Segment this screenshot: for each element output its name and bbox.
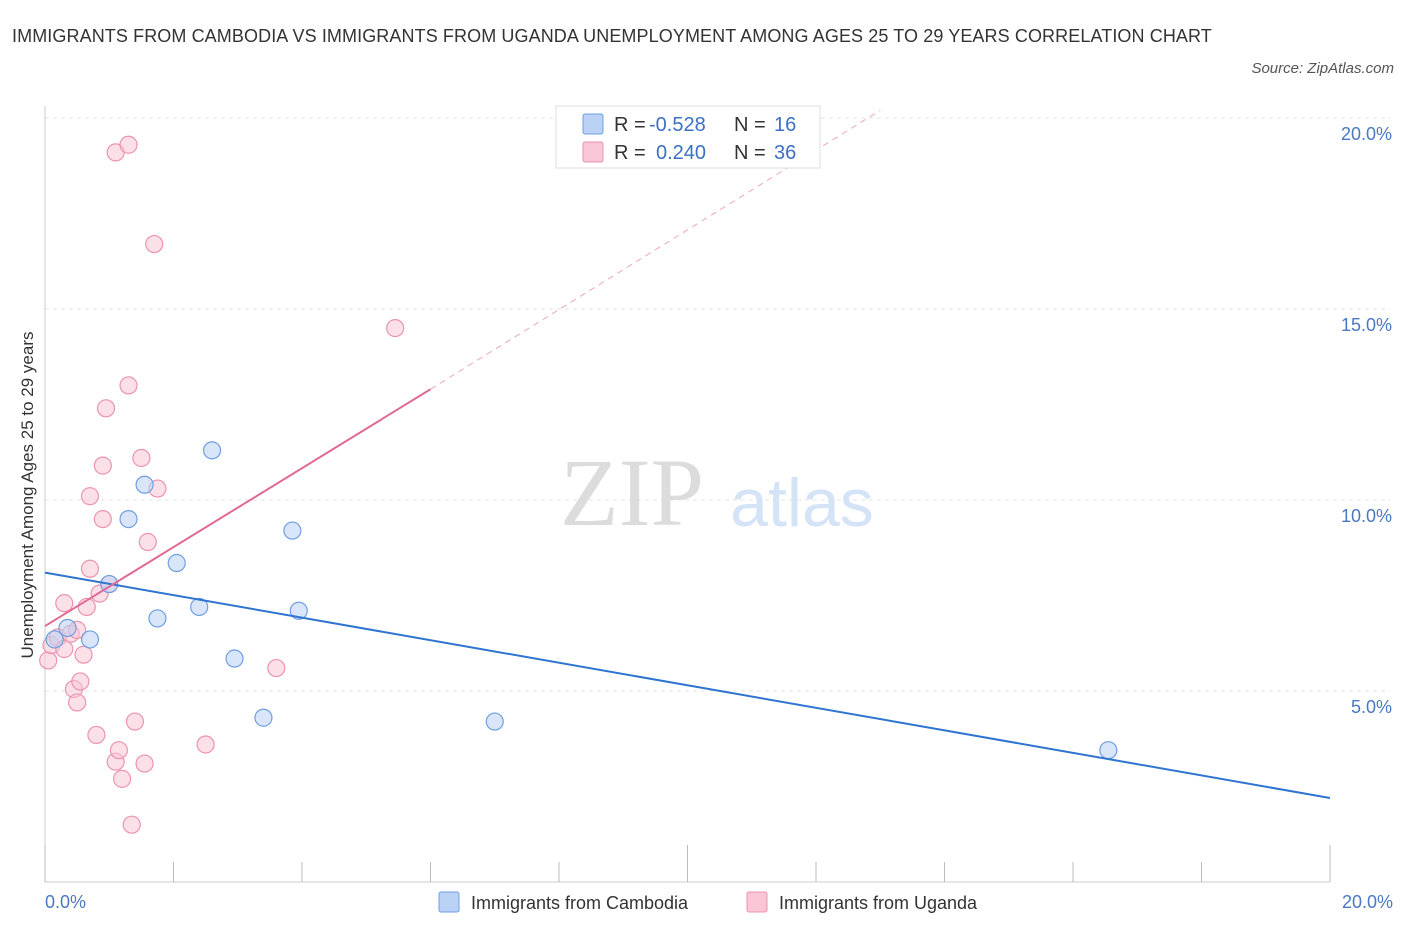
correlation-legend: R = -0.528 N = 16 R = 0.240 N = 36 (555, 105, 821, 169)
uganda-point (145, 234, 164, 254)
chart-title: IMMIGRANTS FROM CAMBODIA VS IMMIGRANTS F… (12, 26, 1212, 46)
uganda-point (119, 376, 138, 395)
legend-r-value-uganda: 0.240 (656, 142, 706, 164)
cambodia-trend-line (44, 571, 1331, 799)
uganda-point (93, 509, 112, 529)
gridlines (45, 117, 1390, 692)
uganda-point (39, 651, 58, 670)
watermark: ZIP atlas (560, 439, 874, 546)
cambodia-point (485, 712, 504, 731)
uganda-point (112, 769, 132, 788)
uganda-point (125, 712, 145, 731)
legend-r-label-cambodia: R = (614, 114, 646, 136)
cambodia-point (283, 521, 302, 540)
axes: 5.0% 10.0% 15.0% 20.0% 0.0% 20.0% (44, 106, 1393, 912)
x-tick-label-min: 0.0% (45, 892, 86, 912)
uganda-point (119, 135, 138, 154)
uganda-point (386, 319, 405, 338)
uganda-point (74, 645, 93, 664)
legend-n-label-cambodia: N = (734, 114, 766, 136)
uganda-point (122, 815, 141, 834)
watermark-zip: ZIP (560, 439, 704, 546)
cambodia-point (80, 630, 100, 649)
data-points (39, 135, 1118, 834)
cambodia-point (58, 618, 77, 638)
cambodia-point (119, 509, 138, 529)
cambodia-point (1099, 741, 1118, 760)
uganda-point (87, 725, 106, 745)
y-tick-label: 20.0% (1341, 124, 1392, 144)
cambodia-point (135, 475, 154, 494)
watermark-atlas: atlas (730, 465, 874, 541)
y-tick-label: 5.0% (1351, 697, 1392, 717)
cambodia-point (148, 609, 167, 628)
uganda-point (132, 448, 151, 468)
uganda-point (267, 658, 286, 678)
uganda-point (109, 741, 128, 760)
cambodia-point (225, 649, 244, 668)
legend-swatch-cambodia (582, 113, 604, 135)
series-legend-uganda: Immigrants from Uganda (779, 893, 978, 913)
source-label: Source: ZipAtlas.com (1251, 60, 1394, 77)
uganda-point (138, 532, 157, 552)
y-tick-label: 10.0% (1341, 506, 1392, 526)
legend-n-value-cambodia: 16 (774, 114, 796, 136)
uganda-point (96, 399, 116, 418)
cambodia-point (167, 553, 186, 573)
series-legend-cambodia: Immigrants from Cambodia (471, 893, 689, 913)
cambodia-point (289, 601, 308, 620)
legend-n-value-uganda: 36 (774, 142, 796, 164)
series-legend: Immigrants from Cambodia Immigrants from… (438, 891, 978, 913)
uganda-point (93, 456, 112, 475)
legend-r-value-cambodia: -0.528 (649, 114, 706, 136)
uganda-point (71, 672, 90, 691)
uganda-trend-line (44, 388, 432, 627)
y-axis-label: Unemployment Among Ages 25 to 29 years (18, 332, 37, 659)
cambodia-point (202, 441, 222, 460)
x-tick-label-max: 20.0% (1342, 892, 1393, 912)
cambodia-point (190, 597, 209, 617)
uganda-point (196, 735, 215, 754)
uganda-point (80, 559, 100, 578)
series-legend-swatch-cambodia (438, 891, 460, 913)
legend-n-label-uganda: N = (734, 142, 766, 164)
legend-r-label-uganda: R = (614, 142, 646, 164)
uganda-point (135, 754, 154, 773)
uganda-point (80, 487, 100, 506)
series-legend-swatch-uganda (746, 891, 768, 913)
uganda-point (68, 693, 87, 712)
cambodia-point (45, 630, 64, 649)
y-tick-label: 15.0% (1341, 315, 1392, 335)
cambodia-point (254, 708, 273, 727)
legend-swatch-uganda (582, 141, 604, 163)
uganda-point (55, 594, 74, 613)
